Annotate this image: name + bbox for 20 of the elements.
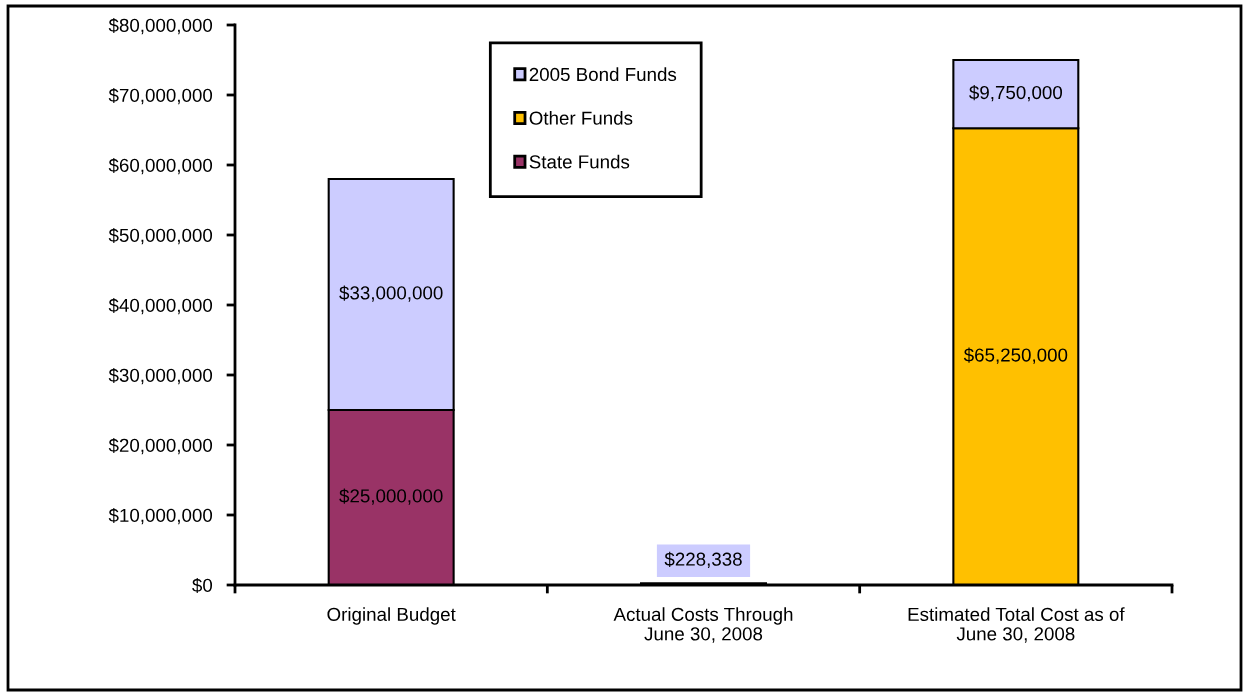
y-tick-label: $40,000,000 bbox=[108, 297, 213, 315]
legend-label: Other Funds bbox=[529, 111, 633, 125]
data-label: $65,250,000 bbox=[963, 347, 1068, 364]
x-tick-label: Original Budget bbox=[327, 607, 456, 625]
data-label: $33,000,000 bbox=[339, 285, 443, 302]
data-label: $25,000,000 bbox=[339, 488, 443, 505]
x-tick-label: Actual Costs Through June 30, 2008 bbox=[613, 607, 793, 643]
y-tick-label: $50,000,000 bbox=[108, 227, 213, 245]
y-tick-label: $0 bbox=[192, 577, 213, 594]
legend-label: 2005 Bond Funds bbox=[529, 67, 677, 82]
y-tick-label: $30,000,000 bbox=[108, 367, 213, 385]
y-tick-label: $20,000,000 bbox=[108, 437, 213, 455]
legend-label: State Funds bbox=[529, 154, 630, 169]
data-label: $9,750,000 bbox=[969, 85, 1063, 102]
y-tick-label: $70,000,000 bbox=[108, 87, 213, 105]
y-tick-label: $10,000,000 bbox=[108, 507, 213, 525]
x-tick-label: Estimated Total Cost as of June 30, 2008 bbox=[908, 607, 1125, 643]
data-label: $228,338 bbox=[664, 551, 742, 569]
y-tick-label: $80,000,000 bbox=[108, 17, 213, 35]
y-tick-label: $60,000,000 bbox=[108, 157, 213, 175]
